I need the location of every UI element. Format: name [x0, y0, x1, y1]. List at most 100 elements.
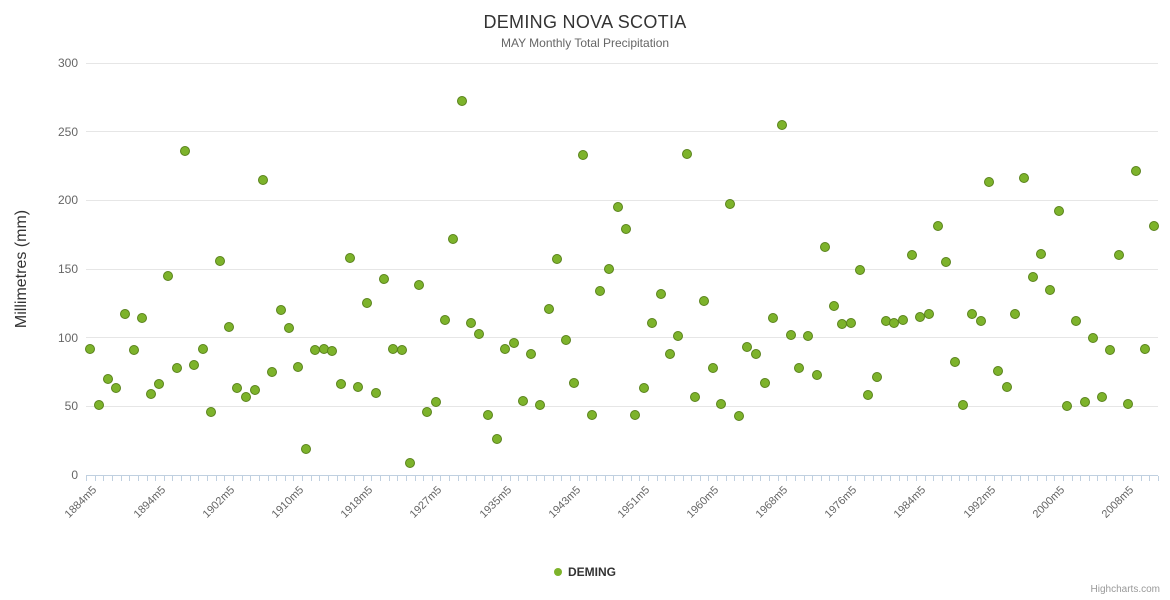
credits-link[interactable]: Highcharts.com	[1090, 584, 1160, 595]
data-point[interactable]	[647, 317, 658, 328]
data-point[interactable]	[1140, 343, 1151, 354]
data-point[interactable]	[1062, 401, 1073, 412]
data-point[interactable]	[967, 309, 978, 320]
data-point[interactable]	[163, 270, 174, 281]
data-point[interactable]	[353, 382, 364, 393]
data-point[interactable]	[344, 253, 355, 263]
data-point[interactable]	[439, 314, 450, 325]
data-point[interactable]	[811, 369, 822, 380]
data-point[interactable]	[102, 373, 113, 384]
data-point[interactable]	[1131, 166, 1142, 177]
data-point[interactable]	[1027, 272, 1038, 283]
data-point[interactable]	[802, 331, 813, 342]
data-point[interactable]	[275, 305, 286, 316]
data-point[interactable]	[552, 254, 563, 265]
data-point[interactable]	[1088, 332, 1099, 343]
data-point[interactable]	[681, 148, 692, 159]
data-point[interactable]	[526, 349, 537, 360]
data-point[interactable]	[742, 342, 753, 353]
data-point[interactable]	[984, 177, 995, 188]
data-point[interactable]	[1019, 173, 1029, 184]
data-point[interactable]	[483, 409, 493, 420]
data-point[interactable]	[1114, 250, 1125, 261]
data-point[interactable]	[336, 379, 347, 390]
data-point[interactable]	[629, 409, 640, 420]
data-point[interactable]	[1053, 206, 1064, 217]
data-point[interactable]	[690, 391, 701, 402]
data-point[interactable]	[180, 145, 191, 156]
data-point[interactable]	[751, 349, 761, 360]
data-point[interactable]	[673, 331, 684, 342]
data-point[interactable]	[232, 383, 243, 394]
data-point[interactable]	[906, 250, 917, 261]
data-point[interactable]	[1070, 316, 1081, 327]
data-point[interactable]	[258, 174, 269, 185]
data-point[interactable]	[923, 309, 934, 320]
data-point[interactable]	[1096, 391, 1107, 402]
data-point[interactable]	[189, 360, 200, 371]
data-point[interactable]	[370, 387, 381, 398]
data-point[interactable]	[569, 377, 580, 388]
data-point[interactable]	[638, 383, 649, 394]
data-point[interactable]	[621, 224, 632, 235]
data-point[interactable]	[119, 309, 130, 320]
data-point[interactable]	[145, 388, 156, 399]
data-point[interactable]	[941, 257, 952, 268]
data-point[interactable]	[1044, 284, 1055, 295]
data-point[interactable]	[137, 313, 148, 324]
data-point[interactable]	[85, 343, 96, 354]
data-point[interactable]	[725, 199, 736, 210]
data-point[interactable]	[457, 96, 468, 107]
data-point[interactable]	[361, 298, 372, 309]
data-point[interactable]	[171, 362, 182, 373]
data-point[interactable]	[759, 377, 770, 388]
data-point[interactable]	[828, 301, 839, 312]
data-point[interactable]	[240, 391, 251, 402]
data-point[interactable]	[578, 150, 589, 160]
data-point[interactable]	[197, 343, 208, 354]
data-point[interactable]	[128, 345, 139, 356]
data-point[interactable]	[422, 406, 433, 417]
data-point[interactable]	[266, 367, 277, 377]
data-point[interactable]	[586, 409, 597, 420]
data-point[interactable]	[543, 303, 554, 314]
data-point[interactable]	[111, 383, 122, 394]
data-point[interactable]	[776, 119, 787, 130]
data-point[interactable]	[655, 288, 666, 299]
data-point[interactable]	[405, 457, 416, 468]
data-point[interactable]	[465, 317, 476, 328]
data-point[interactable]	[604, 264, 615, 274]
data-point[interactable]	[975, 316, 986, 327]
data-point[interactable]	[534, 399, 545, 410]
data-point[interactable]	[1036, 248, 1047, 259]
data-point[interactable]	[958, 399, 969, 410]
data-point[interactable]	[223, 321, 234, 332]
data-point[interactable]	[949, 357, 960, 368]
data-point[interactable]	[794, 362, 805, 373]
data-point[interactable]	[854, 265, 865, 276]
data-point[interactable]	[301, 443, 312, 454]
data-point[interactable]	[560, 335, 571, 346]
data-point[interactable]	[820, 242, 831, 253]
data-point[interactable]	[396, 345, 407, 356]
data-point[interactable]	[897, 314, 908, 325]
data-point[interactable]	[1079, 397, 1090, 408]
legend-item-deming[interactable]: DEMING	[0, 562, 1170, 582]
data-point[interactable]	[1105, 345, 1116, 356]
data-point[interactable]	[431, 397, 442, 408]
data-point[interactable]	[93, 399, 104, 410]
data-point[interactable]	[508, 338, 519, 349]
data-point[interactable]	[993, 365, 1004, 376]
data-point[interactable]	[1122, 398, 1133, 409]
data-point[interactable]	[500, 343, 511, 354]
data-point[interactable]	[517, 395, 528, 406]
data-point[interactable]	[292, 361, 303, 372]
data-point[interactable]	[474, 328, 485, 339]
data-point[interactable]	[863, 390, 874, 401]
data-point[interactable]	[154, 379, 165, 390]
data-point[interactable]	[699, 295, 710, 306]
data-point[interactable]	[612, 202, 623, 213]
data-point[interactable]	[872, 372, 883, 383]
data-point[interactable]	[206, 406, 217, 417]
data-point[interactable]	[785, 329, 796, 340]
